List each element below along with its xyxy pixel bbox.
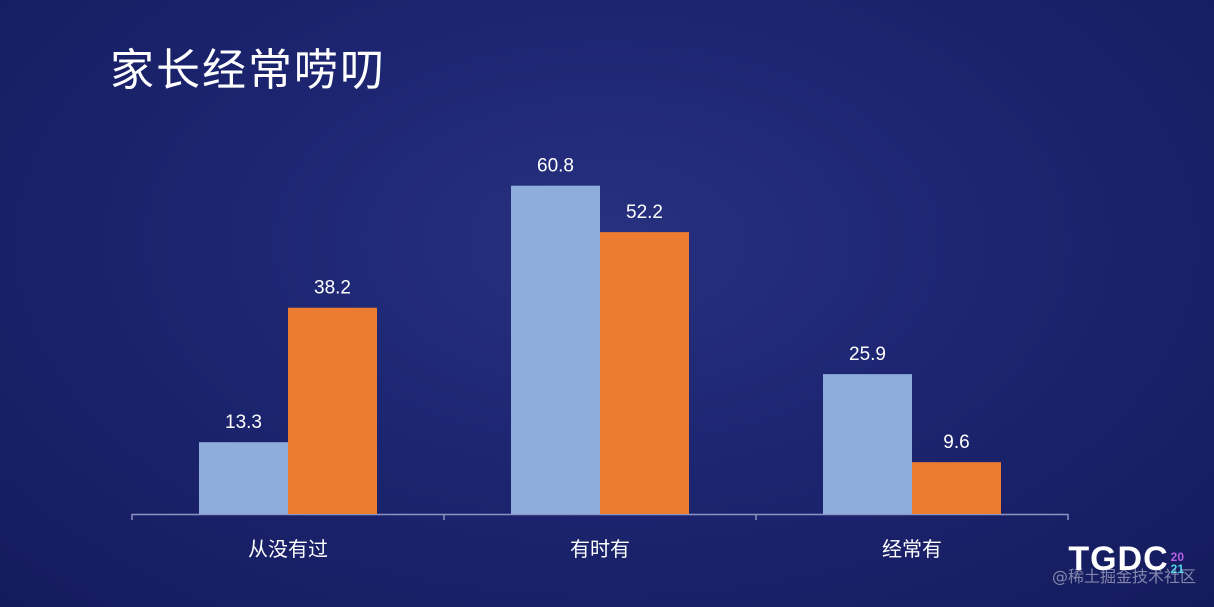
data-label: 25.9: [849, 344, 886, 365]
logo-text: TGDC: [1068, 540, 1169, 578]
logo-year: 20 21: [1171, 551, 1184, 575]
watermark-text: @稀土掘金技术社区: [1051, 567, 1196, 586]
category-label: 从没有过: [248, 537, 328, 561]
category-label: 有时有: [570, 537, 630, 561]
data-label: 9.6: [943, 432, 969, 453]
data-label: 52.2: [626, 202, 663, 223]
data-label: 60.8: [537, 156, 574, 177]
bar-series2-2: [600, 232, 689, 514]
bar-series1-2: [511, 185, 600, 514]
bar-series1-1: [199, 442, 288, 514]
bar-series2-3: [912, 462, 1001, 514]
logo-year-bottom: 21: [1170, 562, 1184, 576]
data-label: 38.2: [314, 278, 351, 299]
bar-series2-1: [288, 307, 377, 514]
bar-series1-3: [823, 374, 912, 514]
category-label: 经常有: [882, 537, 942, 561]
tgdc-logo: TGDC 20 21: [1068, 540, 1184, 579]
chart-title: 家长经常唠叨: [110, 45, 386, 96]
data-label: 13.3: [225, 412, 262, 433]
logo-year-top: 20: [1170, 550, 1184, 564]
